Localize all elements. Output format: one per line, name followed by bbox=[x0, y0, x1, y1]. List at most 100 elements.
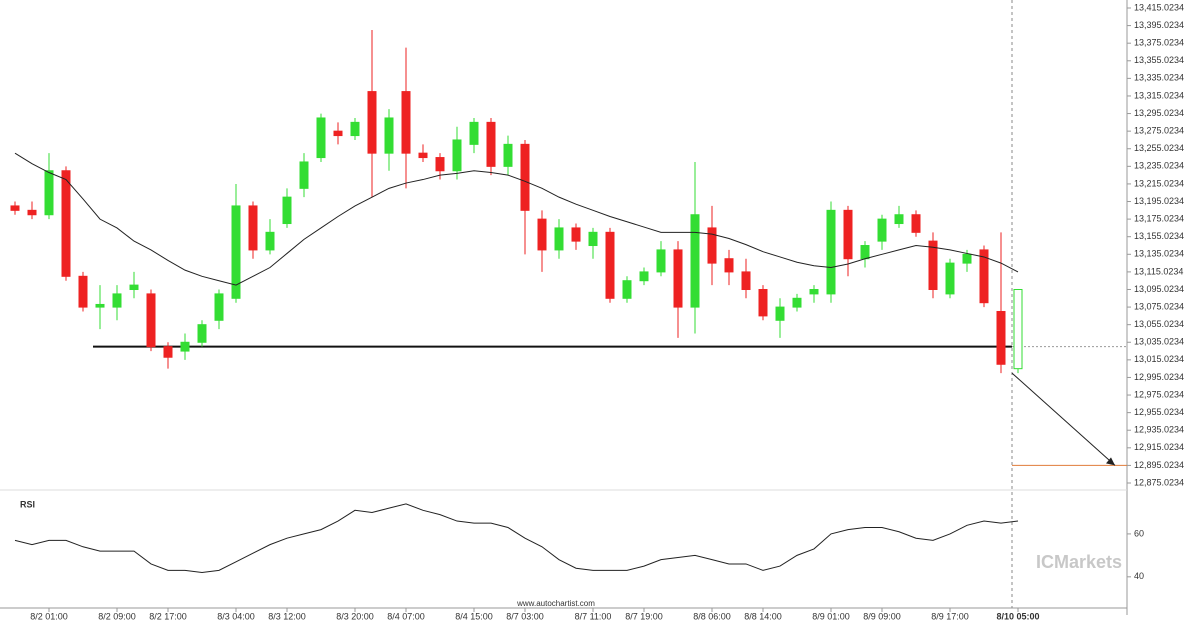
candle-body bbox=[656, 249, 666, 273]
candle-body bbox=[180, 341, 190, 352]
y-tick-label: 12,875.0234 bbox=[1134, 477, 1184, 487]
x-tick-label: 8/9 09:00 bbox=[863, 611, 901, 621]
candle-body bbox=[367, 91, 377, 154]
y-tick-label: 13,235.0234 bbox=[1134, 161, 1184, 171]
rsi-label: RSI bbox=[20, 499, 35, 509]
candle-body bbox=[537, 218, 547, 251]
candle-body bbox=[112, 293, 122, 308]
y-tick-label: 13,255.0234 bbox=[1134, 143, 1184, 153]
y-tick-label: 12,955.0234 bbox=[1134, 407, 1184, 417]
candle-body bbox=[775, 306, 785, 321]
candle-body bbox=[605, 231, 615, 299]
x-tick-label: 8/9 17:00 bbox=[931, 611, 969, 621]
x-tick-label: 8/2 17:00 bbox=[149, 611, 187, 621]
candle-body bbox=[78, 275, 88, 308]
candle-body bbox=[27, 209, 37, 216]
y-tick-label: 13,275.0234 bbox=[1134, 126, 1184, 136]
y-tick-label: 13,095.0234 bbox=[1134, 284, 1184, 294]
candle-body bbox=[452, 139, 462, 172]
candle-body bbox=[826, 209, 836, 295]
y-tick-label: 12,975.0234 bbox=[1134, 389, 1184, 399]
candle-body bbox=[639, 271, 649, 282]
x-tick-label: 8/8 14:00 bbox=[744, 611, 782, 621]
y-tick-label: 13,375.0234 bbox=[1134, 38, 1184, 48]
source: www.autochartist.com bbox=[516, 599, 595, 608]
candle-body bbox=[1013, 289, 1023, 370]
y-tick-label: 13,415.0234 bbox=[1134, 2, 1184, 12]
x-tick-label: 8/2 01:00 bbox=[30, 611, 68, 621]
x-tick-label: 8/7 11:00 bbox=[575, 611, 612, 621]
candle-body bbox=[588, 231, 598, 247]
y-tick-label: 13,035.0234 bbox=[1134, 337, 1184, 347]
y-tick-label: 13,355.0234 bbox=[1134, 55, 1184, 65]
candle-body bbox=[571, 227, 581, 242]
x-tick-label: 8/9 01:00 bbox=[812, 611, 850, 621]
x-tick-label: 8/10 05:00 bbox=[996, 611, 1039, 621]
x-tick-label: 8/8 06:00 bbox=[693, 611, 731, 621]
candle-body bbox=[758, 289, 768, 317]
candle-body bbox=[894, 214, 904, 225]
candle-body bbox=[316, 117, 326, 159]
y-tick-label: 13,395.0234 bbox=[1134, 20, 1184, 30]
rsi-tick-label: 40 bbox=[1134, 571, 1144, 581]
candle-body bbox=[979, 249, 989, 304]
y-tick-label: 13,215.0234 bbox=[1134, 178, 1184, 188]
y-tick-label: 13,175.0234 bbox=[1134, 213, 1184, 223]
candle-body bbox=[860, 245, 870, 260]
moving-average bbox=[14, 152, 1019, 286]
candle-body bbox=[401, 91, 411, 154]
candle-body bbox=[520, 143, 530, 211]
y-tick-label: 13,055.0234 bbox=[1134, 319, 1184, 329]
candle-body bbox=[503, 143, 513, 167]
candle-body bbox=[333, 130, 343, 137]
candle-body bbox=[707, 227, 717, 264]
candle-body bbox=[146, 293, 156, 348]
candle-body bbox=[384, 117, 394, 154]
rsi-tick-label: 60 bbox=[1134, 528, 1144, 538]
candle-body bbox=[214, 293, 224, 321]
candle-body bbox=[877, 218, 887, 242]
brand-logo: ICMarkets bbox=[1036, 552, 1122, 572]
candle-body bbox=[792, 297, 802, 308]
x-tick-label: 8/2 09:00 bbox=[98, 611, 136, 621]
candle-body bbox=[350, 121, 360, 137]
forecast-arrow bbox=[1011, 372, 1116, 466]
y-tick-label: 13,115.0234 bbox=[1134, 266, 1183, 276]
candle-body bbox=[673, 249, 683, 308]
y-tick-label: 13,295.0234 bbox=[1134, 108, 1184, 118]
y-tick-label: 13,135.0234 bbox=[1134, 249, 1184, 259]
candle-body bbox=[486, 121, 496, 167]
candle-body bbox=[622, 280, 632, 299]
candle-body bbox=[163, 346, 173, 358]
candle-body bbox=[44, 170, 54, 216]
x-tick-label: 8/7 19:00 bbox=[625, 611, 663, 621]
candle-body bbox=[741, 271, 751, 291]
candle-body bbox=[61, 170, 71, 277]
arrow-head bbox=[1106, 457, 1115, 466]
candle-body bbox=[265, 231, 275, 251]
candle-body bbox=[231, 205, 241, 299]
candle-body bbox=[435, 157, 445, 172]
x-tick-label: 8/4 07:00 bbox=[387, 611, 425, 621]
candle-body bbox=[928, 240, 938, 291]
y-tick-label: 13,195.0234 bbox=[1134, 196, 1184, 206]
candle-body bbox=[248, 205, 258, 251]
candle-body bbox=[945, 262, 955, 295]
candle-body bbox=[95, 303, 105, 308]
candle-body bbox=[843, 209, 853, 260]
rsi-line bbox=[14, 503, 1019, 574]
y-tick-label: 12,995.0234 bbox=[1134, 372, 1184, 382]
x-tick-label: 8/3 12:00 bbox=[268, 611, 306, 621]
candle-body bbox=[809, 289, 819, 295]
x-tick-label: 8/3 04:00 bbox=[217, 611, 255, 621]
x-tick-label: 8/7 03:00 bbox=[506, 611, 544, 621]
candle-body bbox=[418, 152, 428, 159]
x-tick-label: 8/4 15:00 bbox=[455, 611, 493, 621]
candle-body bbox=[282, 196, 292, 225]
y-tick-label: 12,935.0234 bbox=[1134, 425, 1184, 435]
y-tick-label: 13,155.0234 bbox=[1134, 231, 1184, 241]
candle-body bbox=[129, 284, 139, 291]
candle-body bbox=[911, 214, 921, 233]
candle-body bbox=[962, 253, 972, 264]
candle-body bbox=[996, 310, 1006, 365]
